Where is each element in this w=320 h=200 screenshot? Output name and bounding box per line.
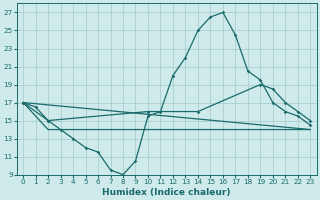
X-axis label: Humidex (Indice chaleur): Humidex (Indice chaleur) bbox=[102, 188, 231, 197]
